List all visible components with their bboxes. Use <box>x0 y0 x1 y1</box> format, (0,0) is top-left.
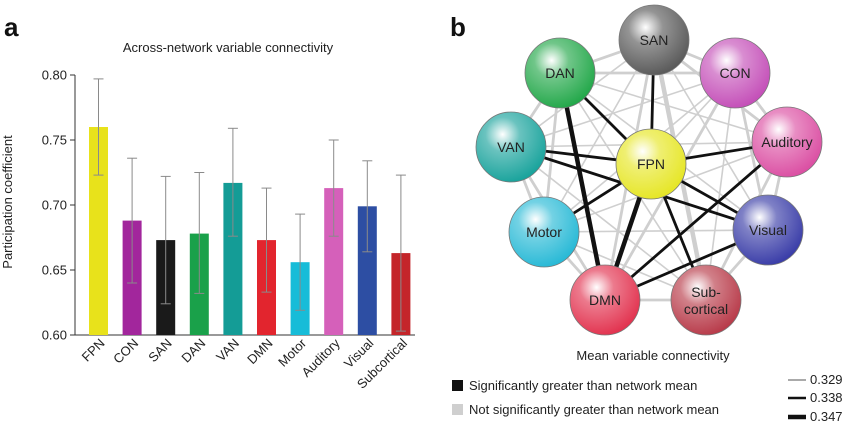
panel-a-label: a <box>4 12 19 42</box>
bars <box>89 78 411 335</box>
x-tick-label-auditory: Auditory <box>298 335 343 380</box>
bar-van <box>223 182 243 335</box>
bar-auditory <box>324 188 344 335</box>
node-visual: Visual <box>732 194 804 266</box>
x-tick-label-fpn: FPN <box>79 336 108 365</box>
x-tick-label-van: VAN <box>213 336 242 365</box>
node-dmn: DMN <box>569 264 641 336</box>
legend-significant-swatch <box>452 380 463 391</box>
node-label-san: SAN <box>640 32 669 48</box>
node-dan: DAN <box>524 37 596 109</box>
edge-significant-dmn-auditory <box>603 140 789 302</box>
y-axis-label: Participation coefficient <box>0 135 15 269</box>
edge-nonsignificant-motor-visual <box>543 229 769 233</box>
y-tick-label: 0.65 <box>42 263 67 278</box>
y-tick-label: 0.80 <box>42 68 67 83</box>
node-con: CON <box>699 37 771 109</box>
node-label-dan: DAN <box>545 65 575 81</box>
node-fpn: FPN <box>615 128 687 200</box>
edge-nonsignificant-dan-auditory <box>559 72 788 143</box>
panel-b-label: b <box>450 12 466 42</box>
x-tick-label-con: CON <box>110 336 141 367</box>
node-label-motor: Motor <box>526 224 562 240</box>
node-circle-con <box>699 37 771 109</box>
x-tick-label-san: SAN <box>145 336 175 366</box>
edge-nonsignificant-van-subcortical <box>510 146 707 301</box>
node-circle-visual <box>732 194 804 266</box>
node-circle-subcortical <box>670 264 742 336</box>
legend-weight-1: 0.329 <box>810 372 843 387</box>
edge-nonsignificant-con-van <box>510 72 736 148</box>
x-tick-label-dan: DAN <box>178 336 208 366</box>
node-label-fpn: FPN <box>637 156 665 172</box>
node-subcortical: Sub-cortical <box>670 264 742 336</box>
network-title: Mean variable connectivity <box>576 348 730 363</box>
legend-weight-2: 0.338 <box>810 390 843 405</box>
node-label-visual: Visual <box>749 222 787 238</box>
node-circle-fpn <box>615 128 687 200</box>
x-ticks: FPN CON SAN DAN VAN DMN MotorAuditoryVisualSub… <box>79 335 410 392</box>
node-van: VAN <box>475 111 547 183</box>
legend-significant-label: Significantly greater than network mean <box>469 378 697 393</box>
node-motor: Motor <box>508 196 580 268</box>
x-tick-label-dmn: DMN <box>244 336 276 368</box>
node-label-con: CON <box>719 65 750 81</box>
legend-nonsignificant-label: Not significantly greater than network m… <box>469 402 719 417</box>
node-label-auditory: Auditory <box>761 134 812 150</box>
y-tick-label: 0.60 <box>42 328 67 343</box>
node-auditory: Auditory <box>751 106 823 178</box>
network-nodes: SAN DAN CON VAN FPN Auditory Motor Visual DMN Sub… <box>475 4 823 336</box>
node-label-subcortical: Sub-cortical <box>684 284 728 317</box>
node-san: SAN <box>618 4 690 76</box>
legend-nonsignificant-swatch <box>452 404 463 415</box>
edge-nonsignificant-con-subcortical <box>705 72 736 301</box>
node-circle-auditory <box>751 106 823 178</box>
edge-significant-dan-dmn <box>557 70 608 303</box>
legend-weight-3: 0.347 <box>810 409 843 424</box>
legend: Significantly greater than network mean … <box>452 372 843 424</box>
y-ticks: 0.60 0.65 0.70 0.75 0.80 <box>42 68 75 343</box>
chart-title: Across-network variable connectivity <box>123 40 334 55</box>
bar-fpn <box>89 127 108 335</box>
node-circle-van <box>475 111 547 183</box>
node-circle-motor <box>508 196 580 268</box>
y-tick-label: 0.75 <box>42 133 67 148</box>
node-label-van: VAN <box>497 139 525 155</box>
panel-a: a Across-network variable connectivity P… <box>0 12 415 392</box>
node-circle-dan <box>524 37 596 109</box>
node-label-dmn: DMN <box>589 292 621 308</box>
y-tick-label: 0.70 <box>42 198 67 213</box>
node-circle-san <box>618 4 690 76</box>
bar-visual <box>357 206 377 335</box>
node-circle-dmn <box>569 264 641 336</box>
